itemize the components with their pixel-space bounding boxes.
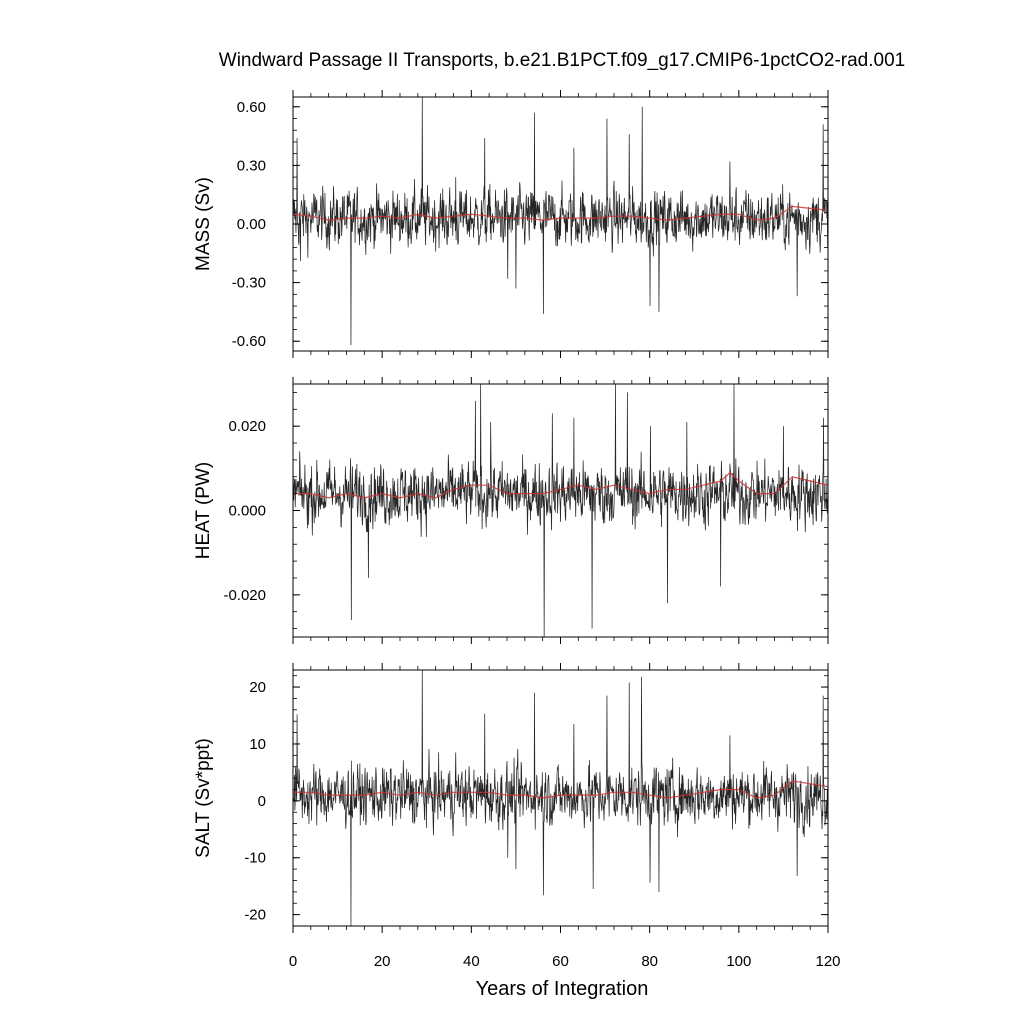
mass-monthly-series-line [293, 97, 828, 346]
salt-y-axis-title: SALT (Sv*ppt) [193, 738, 214, 858]
heat-y-tick-label: 0.000 [228, 503, 266, 520]
mass-y-tick-label: -0.30 [232, 275, 266, 292]
x-tick-label: 60 [552, 953, 569, 970]
x-tick-label: 80 [641, 953, 658, 970]
mass-y-tick-label: 0.00 [237, 216, 266, 233]
chart-panels: -0.60 -0.30 0.00 0.30 0.60 MASS (Sv) -0.020 0.0… [193, 90, 841, 970]
chart-title: Windward Passage II Transports, b.e21.B1… [219, 50, 905, 71]
heat-panel: -0.020 0.000 0.020 HEAT (PW) [193, 377, 829, 644]
salt-annual-mean-line [293, 780, 828, 799]
x-tick-label: 20 [374, 953, 391, 970]
salt-y-tick-label: -20 [244, 907, 266, 924]
mass-y-tick-label: 0.60 [237, 99, 266, 116]
heat-y-axis-title: HEAT (PW) [193, 462, 214, 559]
x-tick-label: 100 [726, 953, 751, 970]
x-tick-label: 40 [463, 953, 480, 970]
x-tick-label: 120 [815, 953, 840, 970]
mass-y-tick-label: 0.30 [237, 157, 266, 174]
salt-y-tick-label: 20 [249, 679, 266, 696]
mass-y-axis-title: MASS (Sv) [193, 177, 214, 271]
mass-y-tick-label: -0.60 [232, 333, 266, 350]
salt-y-tick-label: -10 [244, 850, 266, 867]
salt-y-tick-label: 10 [249, 736, 266, 753]
x-axis-title: Years of Integration [476, 978, 649, 1000]
heat-y-tick-label: 0.020 [228, 418, 266, 435]
heat-y-tick-label: -0.020 [223, 587, 266, 604]
mass-panel: -0.60 -0.30 0.00 0.30 0.60 MASS (Sv) [193, 90, 829, 358]
x-tick-label: 0 [289, 953, 297, 970]
salt-monthly-series-line [293, 670, 828, 926]
heat-annual-mean-line [293, 471, 828, 499]
heat-monthly-series-line [293, 384, 828, 637]
mass-annual-mean-line [293, 205, 828, 221]
salt-panel: -20 -10 0 10 20 0 20 40 60 80 100 120 SALT (Sv*ppt) [193, 663, 841, 970]
salt-y-tick-label: 0 [258, 793, 266, 810]
